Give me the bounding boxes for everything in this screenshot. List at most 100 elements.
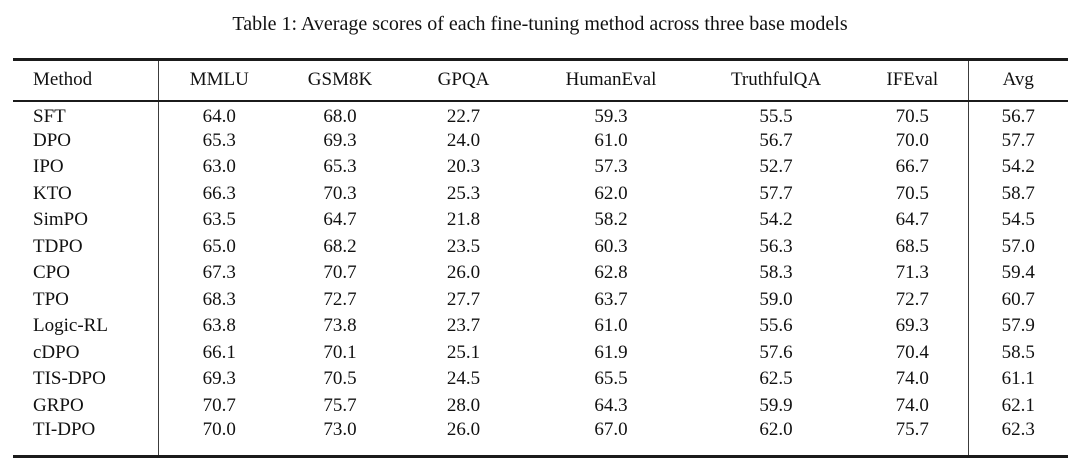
table-caption: Table 1: Average scores of each fine-tun… [232,13,848,35]
value-cell: 61.0 [594,129,628,151]
table-row: cDPO 66.1 70.1 25.1 61.9 57.6 70.4 58.5 [13,339,1068,366]
method-cell: Logic-RL [33,315,108,337]
results-table: Method MMLU GSM8K GPQA HumanEval TruthfulQA IF… [13,58,1068,458]
value-cell: 67.0 [594,419,628,440]
method-cell: IPO [33,156,64,178]
value-cell: 75.7 [323,394,357,416]
avg-cell: 62.1 [967,392,1068,419]
value-cell: 23.5 [446,235,481,257]
avg-cell: 60.7 [967,286,1068,313]
value-cell: 56.3 [759,235,793,257]
column-header-gsm8k: GSM8K [307,69,373,91]
avg-cell: 54.2 [967,154,1068,181]
value-cell: 64.3 [594,394,628,416]
value-cell: 64.7 [323,209,357,231]
value-cell: 26.0 [446,419,481,440]
avg-cell: 61.1 [967,366,1068,393]
value-cell: 68.2 [323,235,357,257]
column-header-gpqa: GPQA [437,69,490,91]
method-cell: SimPO [33,209,88,231]
table-row: TDPO 65.0 68.2 23.5 60.3 56.3 68.5 57.0 [13,233,1068,260]
table-row: CPO 67.3 70.7 26.0 62.8 58.3 71.3 59.4 [13,260,1068,287]
value-cell: 67.3 [157,260,280,287]
avg-cell: 57.9 [967,313,1068,340]
value-cell: 74.0 [895,368,929,390]
value-cell: 73.0 [323,419,357,440]
value-cell: 72.7 [895,288,929,310]
value-cell: 55.5 [759,105,793,127]
value-cell: 70.4 [895,341,929,363]
table-row: TI-DPO 70.0 73.0 26.0 67.0 62.0 75.7 62.3 [13,419,1068,457]
table-row: TPO 68.3 72.7 27.7 63.7 59.0 72.7 60.7 [13,286,1068,313]
method-cell: SFT [33,105,66,127]
value-cell: 70.7 [323,262,357,284]
value-cell: 58.2 [594,209,628,231]
value-cell: 70.5 [895,105,929,127]
value-cell: 56.7 [759,129,793,151]
value-cell: 26.0 [446,262,481,284]
value-cell: 65.3 [323,156,357,178]
value-cell: 58.3 [759,262,793,284]
value-cell: 64.0 [157,100,280,128]
avg-cell: 59.4 [967,260,1068,287]
value-cell: 59.9 [759,394,793,416]
value-cell: 71.3 [895,262,929,284]
value-cell: 69.3 [895,315,929,337]
value-cell: 24.0 [446,129,481,151]
value-cell: 60.3 [594,235,628,257]
value-cell: 23.7 [446,315,481,337]
method-cell: cDPO [33,341,80,363]
value-cell: 69.3 [323,129,357,151]
method-cell: DPO [33,129,72,151]
value-cell: 68.3 [157,286,280,313]
table-row: GRPO 70.7 75.7 28.0 64.3 59.9 74.0 62.1 [13,392,1068,419]
value-cell: 73.8 [323,315,357,337]
value-cell: 65.0 [157,233,280,260]
value-cell: 66.3 [157,180,280,207]
value-cell: 52.7 [759,156,793,178]
value-cell: 27.7 [446,288,481,310]
value-cell: 70.3 [323,182,357,204]
value-cell: 20.3 [446,156,481,178]
value-cell: 22.7 [446,105,481,127]
value-cell: 69.3 [157,366,280,393]
value-cell: 59.3 [594,105,628,127]
column-header-avg: Avg [967,59,1068,101]
method-cell: TI-DPO [33,419,96,440]
method-cell: KTO [33,182,72,204]
avg-cell: 57.7 [967,127,1068,154]
avg-cell: 62.3 [967,419,1068,457]
value-cell: 68.5 [895,235,929,257]
value-cell: 54.2 [759,209,793,231]
avg-cell: 58.7 [967,180,1068,207]
value-cell: 64.7 [895,209,929,231]
value-cell: 21.8 [446,209,481,231]
value-cell: 68.0 [323,105,357,127]
column-header-ifeval: IFEval [886,69,939,91]
value-cell: 57.3 [594,156,628,178]
value-cell: 63.0 [157,154,280,181]
method-cell: TPO [33,288,69,310]
avg-cell: 56.7 [967,100,1068,128]
table-container: Method MMLU GSM8K GPQA HumanEval TruthfulQA IF… [13,58,1068,458]
method-cell: GRPO [33,394,84,416]
value-cell: 28.0 [446,394,481,416]
method-cell: TIS-DPO [33,368,106,390]
value-cell: 70.5 [895,182,929,204]
header-row: Method MMLU GSM8K GPQA HumanEval TruthfulQA IF… [13,59,1068,101]
value-cell: 70.0 [157,419,280,457]
value-cell: 63.8 [157,313,280,340]
value-cell: 63.7 [594,288,628,310]
value-cell: 24.5 [446,368,481,390]
value-cell: 62.8 [594,262,628,284]
table-row: SFT 64.0 68.0 22.7 59.3 55.5 70.5 56.7 [13,100,1068,128]
table-row: Logic-RL 63.8 73.8 23.7 61.0 55.6 69.3 57.9 [13,313,1068,340]
method-cell: CPO [33,262,70,284]
value-cell: 61.0 [594,315,628,337]
column-header-mmlu: MMLU [157,59,280,101]
value-cell: 25.1 [446,341,481,363]
value-cell: 62.0 [594,182,628,204]
value-cell: 57.6 [759,341,793,363]
column-header-humaneval: HumanEval [565,69,657,91]
